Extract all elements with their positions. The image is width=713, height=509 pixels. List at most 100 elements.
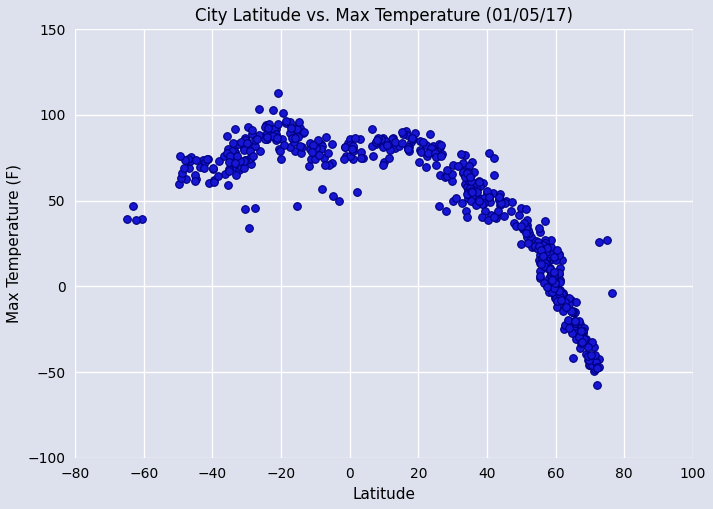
Point <box>409 129 420 137</box>
Point <box>487 188 498 196</box>
Point <box>550 256 562 264</box>
Point <box>220 169 231 178</box>
Point <box>292 121 304 129</box>
Point <box>465 189 476 197</box>
Point <box>466 187 477 195</box>
Point <box>505 207 516 215</box>
Point <box>260 123 271 131</box>
Point <box>228 163 240 172</box>
Point <box>207 164 218 173</box>
Point <box>354 135 365 144</box>
Point <box>545 270 557 278</box>
Point <box>447 196 458 205</box>
Point <box>366 142 378 150</box>
Point <box>481 187 493 195</box>
Point <box>518 225 529 234</box>
Point <box>433 140 444 149</box>
Point <box>127 203 138 211</box>
Point <box>381 141 393 149</box>
Point <box>543 280 555 289</box>
Point <box>559 321 570 329</box>
Point <box>420 141 431 149</box>
Point <box>434 143 446 151</box>
Point <box>289 147 301 155</box>
Point <box>567 307 578 315</box>
Point <box>553 249 565 258</box>
Point <box>478 197 489 205</box>
Point <box>227 139 239 147</box>
Point <box>481 189 493 197</box>
Point <box>233 166 245 174</box>
Point <box>247 142 259 150</box>
Point <box>558 325 570 333</box>
Point <box>313 136 324 144</box>
Point <box>530 237 541 245</box>
Point <box>309 155 321 163</box>
Point <box>583 361 595 370</box>
Point <box>545 272 557 280</box>
Point <box>488 154 500 162</box>
Point <box>243 224 255 232</box>
Point <box>315 145 327 153</box>
Point <box>553 269 565 277</box>
Point <box>462 187 473 195</box>
Point <box>240 135 251 144</box>
Point <box>384 154 395 162</box>
Point <box>344 135 356 144</box>
Point <box>563 324 575 332</box>
Point <box>261 121 272 129</box>
Point <box>280 119 292 127</box>
Point <box>202 155 214 163</box>
Point <box>536 249 548 258</box>
Point <box>240 133 251 142</box>
Point <box>470 184 481 192</box>
Point <box>550 282 561 291</box>
Point <box>319 161 331 169</box>
Point <box>589 365 600 373</box>
Point <box>563 317 574 325</box>
Point <box>580 350 591 358</box>
Point <box>304 162 315 170</box>
Point <box>507 197 518 206</box>
Point <box>471 201 482 209</box>
Point <box>291 202 302 210</box>
Point <box>327 191 338 200</box>
Point <box>468 167 480 176</box>
Point <box>522 227 533 235</box>
Point <box>281 117 292 125</box>
Point <box>515 222 527 231</box>
Point <box>555 296 566 304</box>
Point <box>486 211 497 219</box>
Point <box>544 264 555 272</box>
Point <box>568 354 579 362</box>
Point <box>583 343 594 351</box>
Point <box>468 192 480 200</box>
Point <box>334 196 345 205</box>
Point <box>130 216 142 224</box>
Point <box>247 152 259 160</box>
Point <box>429 149 441 157</box>
Point <box>551 297 563 305</box>
Point <box>493 193 505 201</box>
Point <box>551 297 563 305</box>
Point <box>476 199 488 207</box>
Point <box>554 264 565 272</box>
Point <box>320 133 332 141</box>
Point <box>532 239 543 247</box>
Point <box>537 255 548 263</box>
Point <box>227 147 238 155</box>
Point <box>184 157 195 165</box>
Point <box>533 224 545 232</box>
Point <box>347 145 358 153</box>
Point <box>240 156 251 164</box>
Point <box>307 140 319 149</box>
Point <box>245 160 257 168</box>
Point <box>591 364 602 372</box>
Point <box>203 179 215 187</box>
Point <box>292 133 304 142</box>
Point <box>461 190 473 198</box>
Point <box>435 152 446 160</box>
Point <box>549 253 560 261</box>
Point <box>318 154 329 162</box>
Point <box>592 362 603 371</box>
